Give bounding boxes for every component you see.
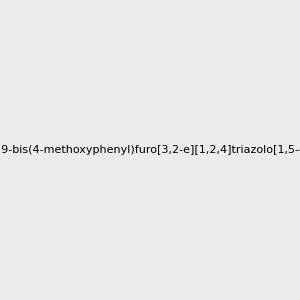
Text: 2-(2-furyl)-8,9-bis(4-methoxyphenyl)furo[3,2-e][1,2,4]triazolo[1,5-c]pyrimidine: 2-(2-furyl)-8,9-bis(4-methoxyphenyl)furo… [0,145,300,155]
